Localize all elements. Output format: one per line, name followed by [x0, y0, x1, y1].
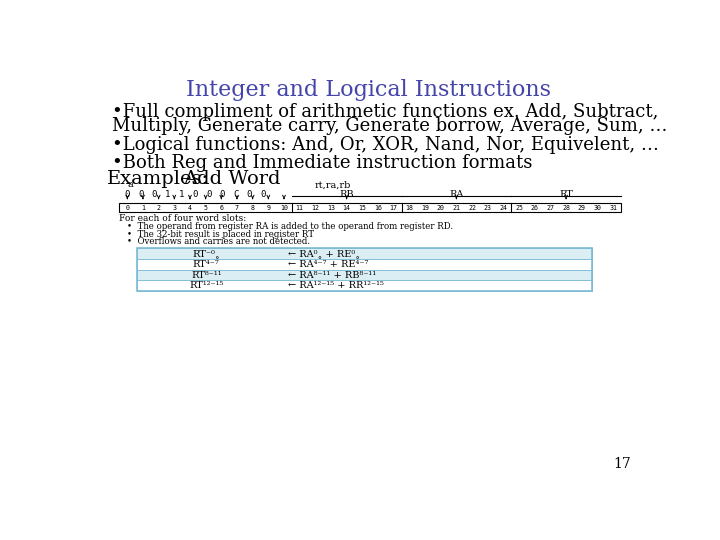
Text: Examples:: Examples: [107, 170, 209, 188]
Text: 0: 0 [192, 190, 198, 199]
Text: 0: 0 [125, 205, 130, 211]
Text: 0: 0 [138, 190, 143, 199]
Text: 1: 1 [165, 190, 171, 199]
Text: •Full compliment of arithmetic functions ex. Add, Subtract,: •Full compliment of arithmetic functions… [112, 103, 658, 122]
Text: 0: 0 [246, 190, 252, 199]
Text: 0: 0 [152, 190, 157, 199]
Text: RB: RB [339, 190, 354, 199]
Text: 22: 22 [468, 205, 476, 211]
Text: rt,ra,rb: rt,ra,rb [315, 180, 351, 190]
Text: 10: 10 [280, 205, 288, 211]
Bar [137, 248, 593, 259]
Text: 17: 17 [613, 457, 631, 471]
Text: Add Word: Add Word [183, 170, 281, 188]
Text: ← RA⁰˳ + RE⁰˳: ← RA⁰˳ + RE⁰˳ [287, 249, 360, 258]
Text: RT⁸⁻¹¹: RT⁸⁻¹¹ [191, 271, 222, 280]
Text: 23: 23 [484, 205, 492, 211]
Text: 14: 14 [343, 205, 351, 211]
Text: For each of four word slots:: For each of four word slots: [120, 214, 247, 223]
Text: ← RA⁸⁻¹¹ + RB⁸⁻¹¹: ← RA⁸⁻¹¹ + RB⁸⁻¹¹ [287, 271, 376, 280]
Bar [137, 259, 593, 269]
Text: 25: 25 [515, 205, 523, 211]
Bar [137, 269, 593, 280]
Text: 28: 28 [562, 205, 570, 211]
Text: 0: 0 [125, 190, 130, 199]
Text: 4: 4 [188, 205, 192, 211]
Text: 27: 27 [546, 205, 554, 211]
Text: Multiply, Generate carry, Generate borrow, Average, Sum, …: Multiply, Generate carry, Generate borro… [112, 117, 667, 135]
Text: •  Overflows and carries are not detected.: • Overflows and carries are not detected… [127, 237, 310, 246]
Text: ← RA⁴⁻⁷ + RE⁴⁻⁷: ← RA⁴⁻⁷ + RE⁴⁻⁷ [287, 260, 368, 269]
Bar [137, 280, 593, 291]
Text: 0: 0 [260, 190, 266, 199]
Text: ← RA¹²⁻¹⁵ + RR¹²⁻¹⁵: ← RA¹²⁻¹⁵ + RR¹²⁻¹⁵ [287, 281, 384, 291]
Text: Integer and Logical Instructions: Integer and Logical Instructions [186, 79, 552, 100]
Text: •  The 32-bit result is placed in register RT: • The 32-bit result is placed in registe… [127, 230, 315, 239]
Text: 6: 6 [220, 205, 223, 211]
Text: RT¹²⁻¹⁵: RT¹²⁻¹⁵ [189, 281, 223, 291]
Text: 24: 24 [500, 205, 508, 211]
Text: C: C [233, 190, 238, 199]
Text: RA: RA [449, 190, 464, 199]
Text: 18: 18 [405, 205, 413, 211]
Text: RT⁴⁻⁷: RT⁴⁻⁷ [193, 260, 220, 269]
Text: 15: 15 [359, 205, 366, 211]
Text: 5: 5 [204, 205, 207, 211]
Text: RT: RT [559, 190, 573, 199]
Text: 12: 12 [311, 205, 319, 211]
Text: 16: 16 [374, 205, 382, 211]
Text: 2: 2 [157, 205, 161, 211]
Text: •  The operand from register RA is added to the operand from register RD.: • The operand from register RA is added … [127, 222, 454, 231]
Text: 7: 7 [235, 205, 239, 211]
Bar [137, 248, 593, 291]
Text: 19: 19 [421, 205, 429, 211]
Text: 0: 0 [220, 190, 225, 199]
Text: RT⁻⁰˳: RT⁻⁰˳ [192, 249, 220, 258]
Text: 17: 17 [390, 205, 397, 211]
Text: 1: 1 [141, 205, 145, 211]
Text: 29: 29 [577, 205, 585, 211]
Text: 31: 31 [609, 205, 617, 211]
Text: 0: 0 [206, 190, 211, 199]
Text: 26: 26 [531, 205, 539, 211]
Text: 13: 13 [327, 205, 335, 211]
Text: •Logical functions: And, Or, XOR, Nand, Nor, Equivelent, …: •Logical functions: And, Or, XOR, Nand, … [112, 136, 659, 154]
Text: 9: 9 [266, 205, 270, 211]
Text: 3: 3 [172, 205, 176, 211]
Text: 8: 8 [251, 205, 255, 211]
Text: 30: 30 [593, 205, 601, 211]
Text: 11: 11 [296, 205, 304, 211]
Bar [120, 204, 621, 212]
Text: 20: 20 [436, 205, 445, 211]
Text: a: a [127, 180, 133, 190]
Text: •Both Reg and Immediate instruction formats: •Both Reg and Immediate instruction form… [112, 154, 532, 172]
Text: 21: 21 [452, 205, 460, 211]
Text: 1: 1 [179, 190, 184, 199]
